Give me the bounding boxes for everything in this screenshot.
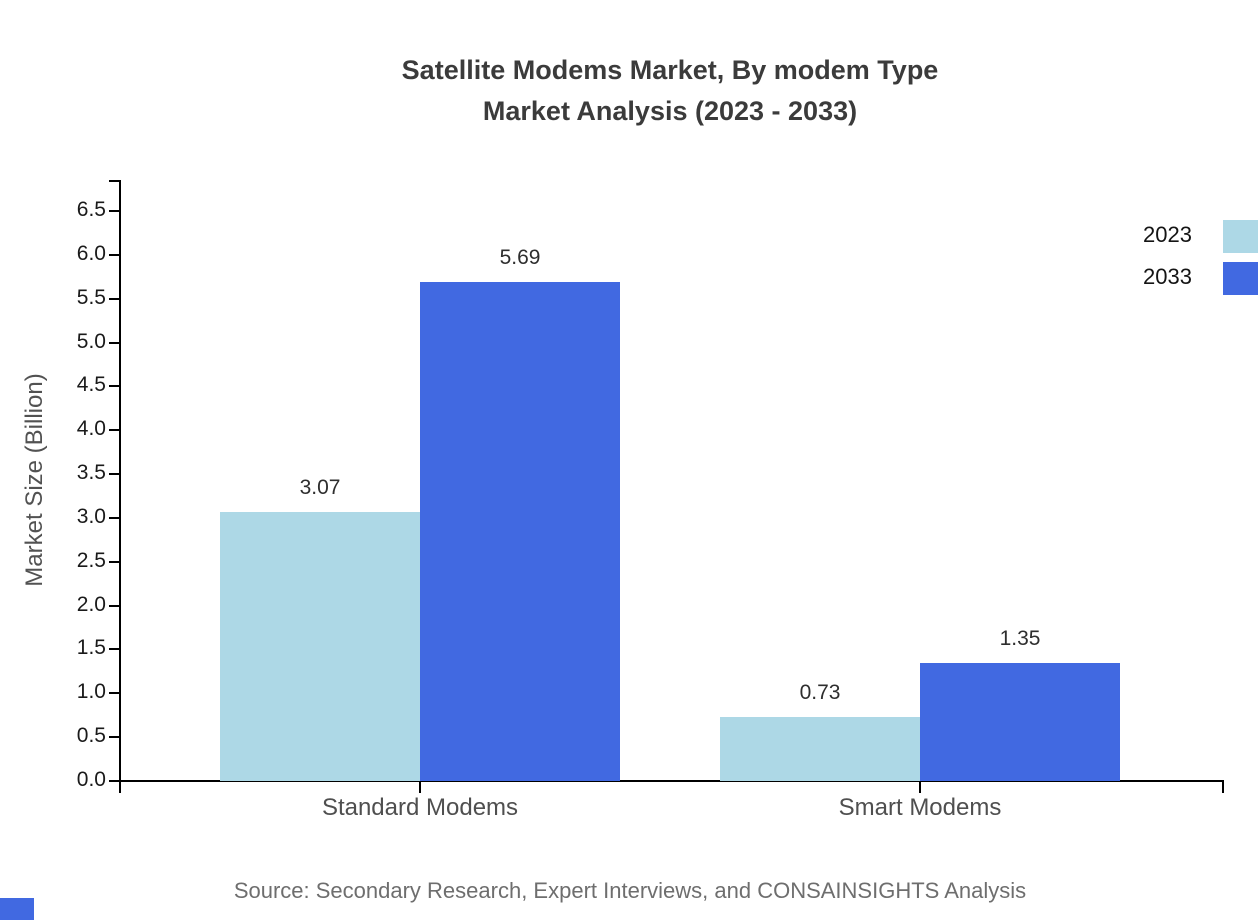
- legend-label: 2023: [1143, 222, 1192, 247]
- x-axis-line: [119, 780, 1224, 782]
- y-tick-line: [109, 385, 119, 388]
- y-tick-label: 2.5: [76, 548, 106, 572]
- y-tick-line: [109, 516, 119, 519]
- legend-label: 2033: [1143, 264, 1192, 289]
- y-tick-line: [109, 692, 119, 695]
- x-axis-end-tick: [1222, 780, 1224, 793]
- y-tick-label: 4.5: [76, 373, 106, 397]
- y-tick-label: 4.0: [76, 417, 106, 441]
- bar-2033: [420, 282, 620, 781]
- y-tick-line: [109, 736, 119, 739]
- y-tick-line: [109, 210, 119, 212]
- chart-title-line2: Market Analysis (2023 - 2033): [482, 96, 858, 126]
- y-tick-line: [109, 297, 119, 300]
- x-tick-line: [419, 782, 421, 793]
- legend-swatch-2023: [1223, 220, 1258, 253]
- y-tick-line: [109, 253, 119, 256]
- y-tick-line: [109, 604, 119, 607]
- bar-value-label: 0.73: [799, 680, 841, 704]
- bar-2023: [720, 716, 920, 781]
- y-tick-label: 1.5: [76, 636, 106, 660]
- bar-value-label: 1.35: [999, 626, 1041, 650]
- y-tick-line: [109, 560, 119, 563]
- x-category-label: Smart Modems: [838, 794, 1002, 821]
- y-tick-label: 5.5: [76, 285, 106, 309]
- y-tick-label: 6.0: [76, 241, 106, 265]
- chart-title: Satellite Modems Market, By modem Type M…: [120, 50, 1220, 132]
- y-tick-label: 3.0: [76, 504, 106, 528]
- y-axis-end-tick: [109, 180, 119, 182]
- legend-swatch-2033: [1223, 262, 1258, 295]
- bar-value-label: 3.07: [299, 475, 341, 499]
- bar-2033: [920, 662, 1120, 781]
- y-tick-line: [109, 780, 119, 782]
- y-tick-label: 0.5: [76, 724, 106, 748]
- bar-2023: [220, 511, 420, 781]
- y-tick-label: 3.5: [76, 461, 106, 485]
- x-category-label: Standard Modems: [321, 794, 519, 821]
- y-tick-line: [109, 341, 119, 344]
- y-tick-label: 6.5: [76, 198, 106, 221]
- chart-title-line1: Satellite Modems Market, By modem Type: [401, 55, 939, 85]
- source-note: Source: Secondary Research, Expert Inter…: [233, 878, 1027, 903]
- y-tick-label: 1.0: [76, 680, 106, 704]
- x-tick-line: [919, 782, 921, 793]
- y-axis-line: [119, 180, 121, 793]
- y-tick-label: 2.0: [76, 592, 106, 616]
- y-tick-line: [109, 429, 119, 432]
- y-tick-line: [109, 648, 119, 651]
- bar-value-label: 5.69: [499, 246, 541, 270]
- brand-corner-mark: [0, 898, 34, 920]
- y-tick-label: 5.0: [76, 329, 106, 353]
- y-tick-line: [109, 473, 119, 476]
- y-tick-label: 0.0: [76, 768, 106, 791]
